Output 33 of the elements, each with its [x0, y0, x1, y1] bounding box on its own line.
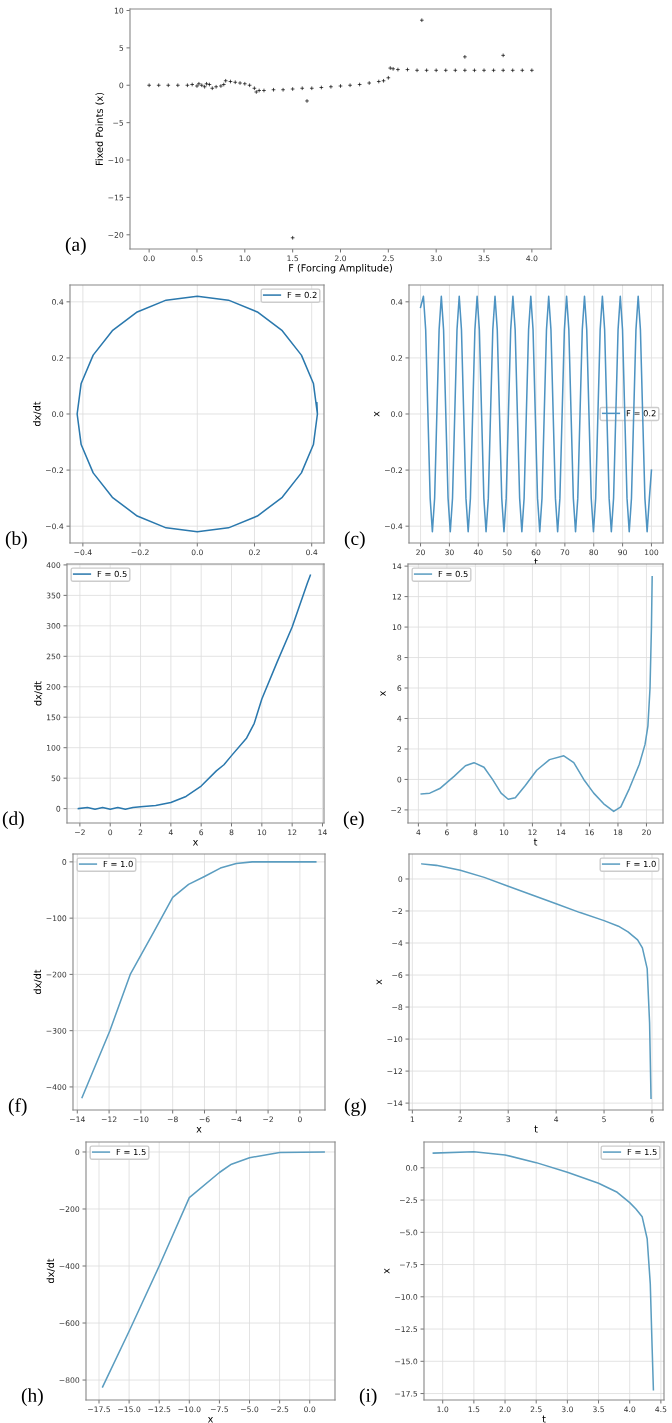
y-axis-title: dx/dt	[33, 401, 42, 427]
text: (d)	[2, 811, 24, 829]
y-axis-title: dx/dt	[46, 1258, 55, 1284]
text: (i)	[359, 1388, 377, 1406]
legend-label: F = 0.2	[626, 410, 656, 417]
x-axis-title: x	[192, 840, 199, 846]
legend-label: F = 0.2	[287, 291, 317, 299]
y-axis-title: Fixed Points (x)	[95, 92, 105, 165]
legend-label: F = 1.5	[627, 1148, 657, 1156]
legend-label: F = 0.5	[438, 570, 468, 578]
legend-label: F = 0.5	[97, 570, 127, 578]
text: (a)	[65, 237, 86, 255]
y-axis-title: x	[384, 1268, 390, 1274]
x-axis-title: F (Forcing Amplitude)	[289, 264, 392, 274]
x-axis-title: t	[542, 1415, 546, 1423]
y-axis-title: dx/dt	[33, 969, 42, 995]
x-axis-title: t	[534, 1125, 538, 1133]
text: (g)	[344, 1098, 366, 1116]
x-axis-title: x	[207, 1417, 214, 1423]
legend-label: F = 1.5	[116, 1148, 146, 1156]
text: (h)	[21, 1388, 43, 1406]
y-axis-title: dx/dt	[33, 681, 43, 706]
legend-label: F = 1.0	[626, 860, 656, 868]
y-axis-title: x	[376, 979, 382, 985]
x-axis-title: x	[196, 1127, 202, 1133]
text: (c)	[344, 531, 365, 549]
x-axis-title: t	[533, 838, 538, 846]
text: (f)	[8, 1098, 27, 1116]
y-axis-title: x	[380, 690, 386, 697]
text: (b)	[5, 531, 27, 549]
y-axis-title: x	[374, 411, 380, 417]
legend-label: F = 1.0	[103, 860, 133, 868]
text: (e)	[343, 811, 364, 829]
